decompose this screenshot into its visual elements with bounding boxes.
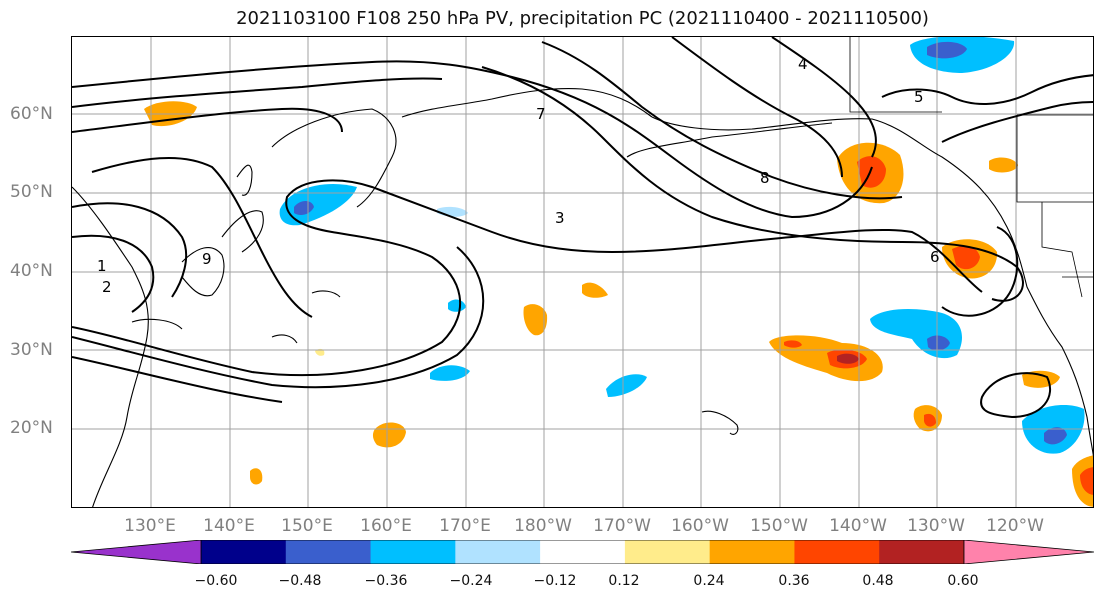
lon-label-130e: 130°E (124, 516, 176, 536)
colorbar-tick: 0.48 (862, 573, 894, 589)
colorbar-tick: −0.60 (194, 573, 238, 589)
coastlines (72, 88, 1093, 507)
contour-labels: 1 2 3 4 5 6 7 8 9 (97, 55, 940, 296)
lon-label-150w: 150°W (750, 516, 808, 536)
colorbar-tick: 0.36 (778, 573, 810, 589)
precip-blob (372, 422, 406, 448)
colorbar (71, 540, 1094, 564)
precip-blob (437, 206, 468, 217)
pv-contours (72, 37, 1093, 419)
contour-label: 5 (914, 88, 924, 106)
map-title: 2021103100 F108 250 hPa PV, precipitatio… (236, 8, 929, 29)
precip-blob (523, 304, 548, 336)
colorbar-cell (709, 540, 795, 564)
colorbar-cell (624, 540, 711, 564)
map-panel: 1 2 3 4 5 6 7 8 9 (71, 36, 1094, 508)
lon-label-130w: 130°W (907, 516, 965, 536)
colorbar-cell (794, 540, 880, 564)
lat-label-50n: 50°N (10, 182, 53, 202)
contour-label: 7 (536, 105, 546, 123)
precip-blob (784, 340, 802, 348)
colorbar-tick: −0.36 (364, 573, 408, 589)
precip-blob (837, 353, 859, 364)
contour-label: 6 (930, 248, 940, 266)
precip-blob (952, 245, 980, 270)
precip-blob (1044, 427, 1067, 445)
lon-label-170e: 170°E (439, 516, 491, 536)
lat-label-40n: 40°N (10, 261, 53, 281)
map-svg: 1 2 3 4 5 6 7 8 9 (72, 37, 1093, 507)
precip-blob (1080, 467, 1093, 495)
colorbar-cell (370, 540, 456, 564)
lon-label-180w: 180°W (514, 516, 572, 536)
borders (849, 37, 1093, 298)
lon-label-160w: 160°W (671, 516, 729, 536)
precip-blob (430, 365, 470, 381)
lat-label-30n: 30°N (10, 340, 53, 360)
precip-blob (870, 309, 962, 359)
colorbar-cell (879, 540, 965, 564)
colorbar-tick: −0.48 (278, 573, 322, 589)
colorbar-tick: 0.12 (608, 573, 640, 589)
precip-blob (924, 413, 936, 427)
colorbar-cell (455, 540, 541, 564)
lon-label-120w: 120°W (986, 516, 1044, 536)
precip-blob (250, 468, 263, 485)
lon-label-140w: 140°W (829, 516, 887, 536)
colorbar-cell (201, 540, 287, 564)
contour-label: 1 (97, 257, 107, 275)
lon-label-160e: 160°E (360, 516, 412, 536)
lat-label-60n: 60°N (10, 104, 53, 124)
contour-label: 4 (798, 55, 808, 73)
colorbar-cell (285, 540, 372, 564)
precip-blob (927, 335, 950, 351)
lon-label-140e: 140°E (203, 516, 255, 536)
colorbar-tick: 0.60 (947, 573, 979, 589)
precip-blob (857, 156, 886, 188)
colorbar-left-extend (71, 540, 202, 564)
precip-blob (294, 201, 314, 215)
colorbar-tick: −0.12 (533, 573, 577, 589)
contour-label: 2 (102, 278, 112, 296)
contour-label: 8 (760, 169, 770, 187)
colorbar-tick: 0.24 (693, 573, 725, 589)
lon-label-150e: 150°E (281, 516, 333, 536)
colorbar-cell (540, 540, 626, 564)
lat-label-20n: 20°N (10, 418, 53, 438)
contour-label: 3 (555, 209, 565, 227)
graticule (72, 37, 1093, 507)
precip-blob (910, 37, 1015, 73)
precip-blob (989, 157, 1018, 173)
contour-label: 9 (202, 250, 212, 268)
precip-blob (315, 348, 325, 356)
precip-blob (279, 183, 357, 226)
lon-label-170w: 170°W (593, 516, 651, 536)
precip-blob (582, 282, 608, 298)
colorbar-tick: −0.24 (449, 573, 493, 589)
precip-blob (606, 374, 647, 397)
colorbar-right-extend (963, 540, 1094, 564)
precip-blob (448, 299, 466, 312)
